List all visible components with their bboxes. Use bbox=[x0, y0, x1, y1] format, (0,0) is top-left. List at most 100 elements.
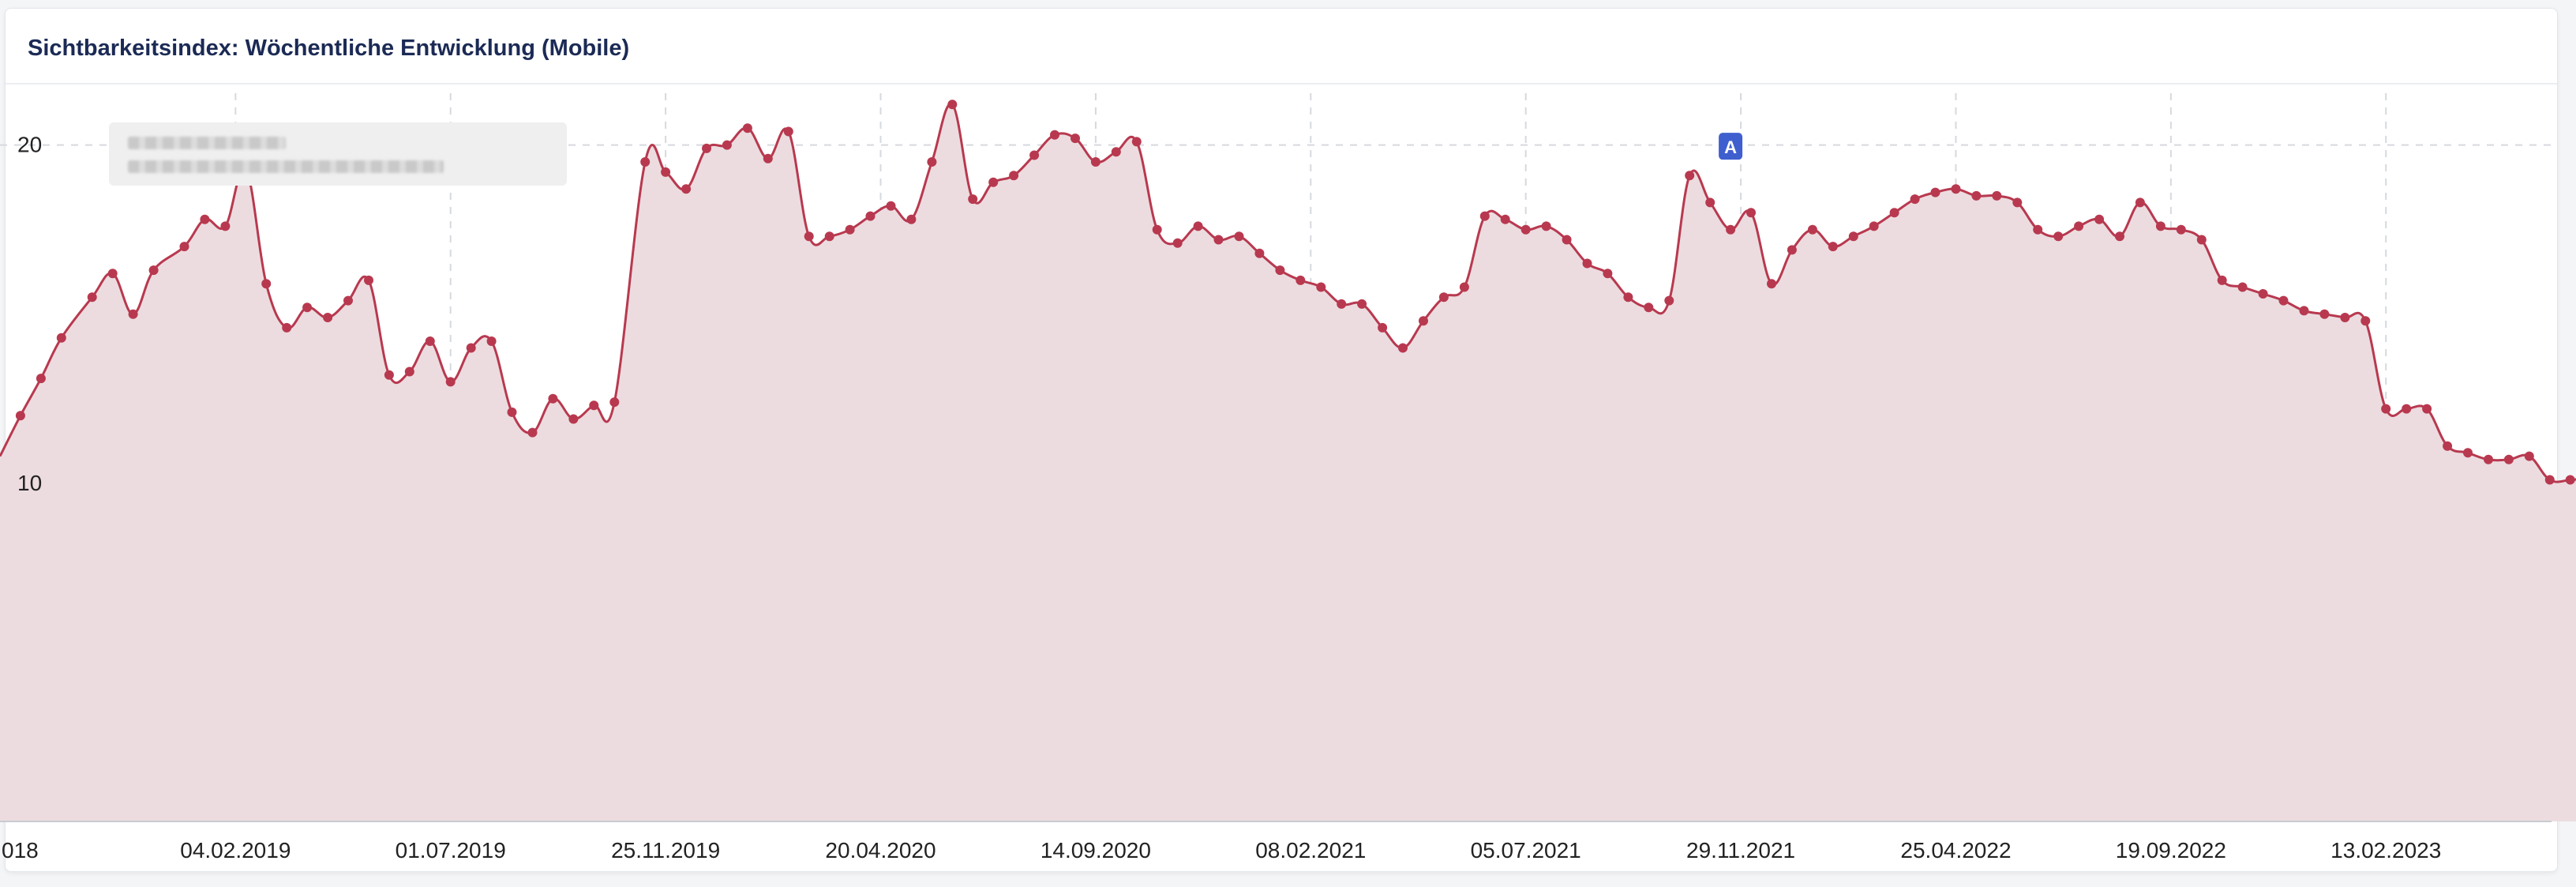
x-tick-label: 04.02.2019 bbox=[180, 838, 291, 863]
data-point bbox=[640, 157, 651, 167]
data-point bbox=[548, 393, 558, 404]
data-point bbox=[87, 292, 97, 303]
data-point bbox=[2340, 313, 2350, 322]
data-point bbox=[1398, 343, 1408, 353]
data-point bbox=[2258, 289, 2268, 299]
x-tick-label: 25.11.2019 bbox=[611, 838, 720, 863]
x-tick-label: 018 bbox=[2, 838, 39, 863]
data-point bbox=[220, 221, 231, 231]
data-point bbox=[927, 157, 937, 167]
data-point bbox=[200, 214, 210, 224]
data-point bbox=[1541, 221, 1551, 231]
data-point bbox=[568, 414, 579, 424]
data-point bbox=[2074, 221, 2084, 231]
data-point bbox=[1951, 184, 1961, 194]
data-point bbox=[1152, 224, 1162, 235]
data-point bbox=[323, 313, 333, 322]
data-point bbox=[1438, 292, 1449, 303]
data-point bbox=[1992, 190, 2002, 201]
data-point bbox=[1562, 235, 1572, 245]
chart-title: Sichtbarkeitsindex: Wöchentliche Entwick… bbox=[28, 36, 630, 61]
data-point bbox=[2033, 224, 2043, 235]
data-point bbox=[1479, 211, 1490, 221]
data-point bbox=[1295, 275, 1306, 285]
data-point bbox=[1848, 231, 1858, 242]
data-point bbox=[2524, 451, 2534, 461]
data-point bbox=[824, 231, 834, 242]
y-tick-label: 10 bbox=[17, 471, 42, 495]
data-point bbox=[1193, 221, 1203, 231]
data-point bbox=[1664, 295, 1674, 306]
tooltip-placeholder bbox=[109, 122, 567, 186]
data-point bbox=[1787, 245, 1797, 255]
area-layer bbox=[0, 103, 2576, 822]
x-tick-label: 14.09.2020 bbox=[1041, 838, 1151, 863]
data-point bbox=[886, 201, 896, 211]
data-point bbox=[107, 269, 118, 279]
data-point bbox=[1213, 235, 1224, 245]
data-point bbox=[722, 140, 732, 150]
data-point bbox=[1234, 231, 1244, 242]
data-point bbox=[1930, 187, 1940, 197]
data-point bbox=[2422, 404, 2432, 414]
data-point bbox=[1090, 157, 1101, 167]
data-point bbox=[2381, 404, 2391, 414]
data-point bbox=[2094, 214, 2105, 224]
annotations: A bbox=[1719, 133, 1743, 160]
data-point bbox=[1357, 299, 1367, 309]
data-point bbox=[282, 322, 292, 333]
x-tick-label: 13.02.2023 bbox=[2330, 838, 2441, 863]
data-point bbox=[1419, 316, 1428, 326]
data-point bbox=[1131, 137, 1142, 147]
data-point bbox=[2155, 221, 2165, 231]
data-point bbox=[1603, 269, 1613, 279]
data-point bbox=[783, 126, 793, 137]
data-point bbox=[2503, 454, 2514, 464]
data-point bbox=[2237, 282, 2248, 292]
data-point bbox=[1889, 208, 1899, 218]
data-point bbox=[2484, 454, 2493, 464]
data-point bbox=[763, 153, 773, 163]
data-point bbox=[2196, 235, 2207, 245]
data-point bbox=[1685, 171, 1695, 181]
data-point bbox=[2463, 448, 2473, 458]
x-tick-label: 25.04.2022 bbox=[1900, 838, 2011, 863]
data-point bbox=[1459, 282, 1469, 292]
data-point bbox=[36, 374, 46, 384]
data-point bbox=[2544, 475, 2555, 485]
x-tick-label: 08.02.2021 bbox=[1255, 838, 1366, 863]
data-point bbox=[445, 377, 456, 387]
data-point bbox=[1767, 279, 1776, 289]
data-point bbox=[179, 242, 189, 252]
data-point bbox=[2319, 309, 2330, 319]
data-point bbox=[1644, 303, 1654, 313]
data-point bbox=[845, 224, 855, 235]
y-axis: 10 20 bbox=[17, 133, 42, 495]
blurred-text-line bbox=[128, 137, 286, 149]
annotation-badge bbox=[1719, 133, 1743, 160]
y-tick-label: 20 bbox=[17, 133, 42, 157]
data-point bbox=[1520, 224, 1531, 235]
data-point bbox=[1623, 292, 1633, 303]
x-axis: 018 04.02.2019 01.07.2019 25.11.2019 20.04.2… bbox=[2, 838, 2441, 863]
data-point bbox=[1254, 248, 1265, 258]
annotation-label: A bbox=[1724, 137, 1737, 157]
data-point bbox=[1910, 194, 1920, 205]
data-point bbox=[1050, 130, 1059, 140]
data-point bbox=[702, 143, 711, 153]
data-point bbox=[865, 211, 876, 221]
data-point bbox=[1378, 322, 1388, 333]
data-point bbox=[56, 333, 66, 343]
data-point bbox=[425, 336, 435, 346]
data-point bbox=[2176, 224, 2186, 235]
x-tick-label: 01.07.2019 bbox=[396, 838, 506, 863]
data-point bbox=[1029, 150, 1040, 160]
data-point bbox=[804, 231, 814, 242]
data-point bbox=[384, 370, 394, 380]
x-tick-label: 05.07.2021 bbox=[1471, 838, 1581, 863]
x-tick-label: 20.04.2020 bbox=[825, 838, 936, 863]
data-point bbox=[1071, 133, 1080, 144]
data-point bbox=[2360, 316, 2371, 326]
data-point bbox=[2135, 197, 2145, 208]
